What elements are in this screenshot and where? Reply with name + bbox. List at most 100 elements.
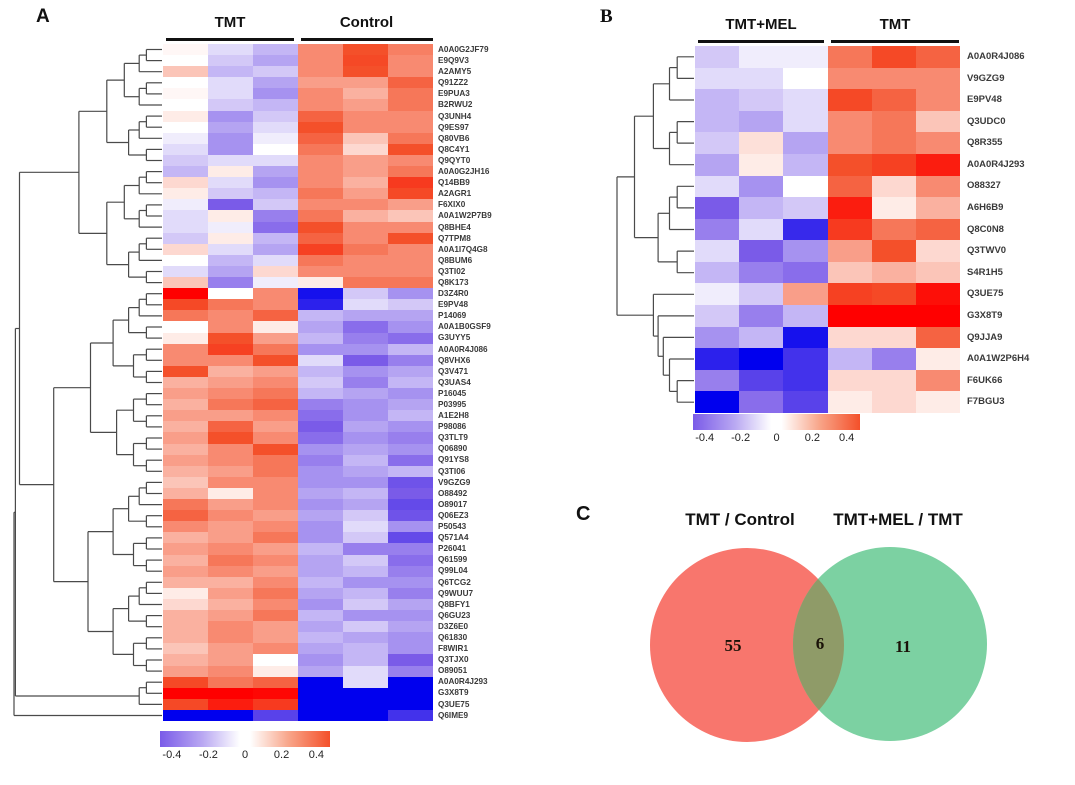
heatmap-cell <box>388 288 433 300</box>
panel-a-group1-underline <box>166 38 294 41</box>
heatmap-cell <box>343 676 388 688</box>
heatmap-cell <box>783 67 828 90</box>
heatmap-cell <box>871 197 916 219</box>
heatmap-cell <box>343 521 388 533</box>
heatmap-cell <box>388 554 433 566</box>
heatmap-cell <box>388 521 433 533</box>
row-label: Q61599 <box>438 555 468 565</box>
heatmap-cell <box>695 369 740 392</box>
colorbar-tick-label: -0.4 <box>695 432 715 444</box>
heatmap-cell <box>388 254 433 266</box>
heatmap-cell <box>695 218 740 241</box>
heatmap-cell <box>298 399 343 411</box>
heatmap-cell <box>739 67 784 90</box>
heatmap-cell <box>253 343 298 355</box>
heatmap-cell <box>298 343 343 355</box>
heatmap-cell <box>827 46 872 68</box>
heatmap-cell <box>208 221 253 233</box>
heatmap-cell <box>298 310 343 322</box>
heatmap-cell <box>253 110 298 122</box>
heatmap-cell <box>388 476 433 488</box>
heatmap-cell <box>208 265 253 278</box>
row-label: O88327 <box>967 180 1001 192</box>
heatmap-cell <box>253 354 298 366</box>
heatmap-a <box>163 44 433 721</box>
heatmap-cell <box>298 332 343 344</box>
heatmap-cell <box>298 166 343 178</box>
row-label: Q91ZZ2 <box>438 78 469 88</box>
heatmap-cell <box>739 197 784 219</box>
row-label: Q9JJA9 <box>967 331 1003 343</box>
heatmap-cell <box>208 376 253 389</box>
heatmap-cell <box>298 687 343 699</box>
heatmap-cell <box>298 55 343 67</box>
heatmap-cell <box>253 487 298 500</box>
heatmap-cell <box>208 399 253 411</box>
heatmap-cell <box>208 365 253 377</box>
heatmap-cell <box>253 265 298 278</box>
heatmap-cell <box>208 587 253 599</box>
panel-b-group2-underline <box>831 40 959 43</box>
heatmap-cell <box>253 188 298 200</box>
heatmap-cell <box>343 709 388 721</box>
heatmap-cell <box>783 175 828 198</box>
panel-a-group1-header: TMT <box>214 14 246 31</box>
heatmap-cell <box>298 299 343 311</box>
heatmap-cell <box>163 277 208 289</box>
heatmap-cell <box>343 310 388 322</box>
heatmap-cell <box>827 175 872 198</box>
heatmap-cell <box>783 283 828 306</box>
heatmap-cell <box>915 391 960 413</box>
row-label: A0A1W2P6H4 <box>967 353 1030 365</box>
row-label: A1E2H8 <box>438 411 469 421</box>
heatmap-cell <box>163 44 208 56</box>
heatmap-cell <box>163 698 208 710</box>
heatmap-cell <box>343 610 388 622</box>
heatmap-cell <box>298 499 343 511</box>
row-label: O89017 <box>438 499 468 509</box>
heatmap-cell <box>163 665 208 677</box>
heatmap-cell <box>343 487 388 500</box>
heatmap-cell <box>783 348 828 370</box>
heatmap-cell <box>253 44 298 56</box>
heatmap-cell <box>343 510 388 522</box>
heatmap-cell <box>163 132 208 144</box>
heatmap-cell <box>253 410 298 422</box>
heatmap-cell <box>253 576 298 588</box>
heatmap-cell <box>208 476 253 488</box>
heatmap-cell <box>253 243 298 255</box>
panel-b-group2-header: TMT <box>879 16 911 33</box>
heatmap-cell <box>871 46 916 68</box>
heatmap-cell <box>298 277 343 289</box>
row-label: A6H6B9 <box>967 202 1004 214</box>
row-label: Q3UE75 <box>967 288 1004 300</box>
heatmap-cell <box>208 621 253 633</box>
heatmap-cell <box>827 197 872 219</box>
heatmap-cell <box>298 676 343 688</box>
row-label: P16045 <box>438 388 467 398</box>
venn-right-circle <box>793 547 987 741</box>
heatmap-cell <box>827 89 872 111</box>
heatmap-cell <box>343 565 388 577</box>
heatmap-cell <box>388 177 433 189</box>
heatmap-cell <box>388 55 433 67</box>
row-label: E9PUA3 <box>438 89 470 99</box>
row-label: Q3TLT9 <box>438 433 468 443</box>
heatmap-cell <box>827 110 872 133</box>
heatmap-cell <box>871 261 916 284</box>
heatmap-cell <box>388 610 433 622</box>
heatmap-cell <box>298 110 343 122</box>
heatmap-cell <box>253 221 298 233</box>
heatmap-cell <box>388 698 433 710</box>
heatmap-cell <box>343 598 388 611</box>
heatmap-cell <box>253 532 298 544</box>
colorbar-tick-label: 0.2 <box>804 432 821 444</box>
heatmap-cell <box>298 354 343 366</box>
venn-right-count: 11 <box>894 637 912 656</box>
heatmap-cell <box>695 348 740 370</box>
heatmap-cell <box>163 399 208 411</box>
row-label: Q7TPM8 <box>438 233 471 243</box>
panel-b-letter: B <box>600 6 613 27</box>
row-label: P50543 <box>438 522 467 532</box>
heatmap-cell <box>298 643 343 655</box>
